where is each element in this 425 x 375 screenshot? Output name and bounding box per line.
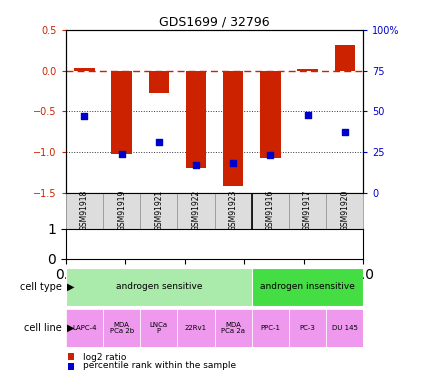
Text: ▶: ▶ xyxy=(67,323,74,333)
Bar xyxy=(66,193,103,228)
Text: MDA
PCa 2b: MDA PCa 2b xyxy=(110,322,134,334)
Bar xyxy=(103,309,140,347)
Bar xyxy=(252,193,289,228)
Text: LAPC-4: LAPC-4 xyxy=(72,325,97,331)
Point xyxy=(156,139,162,145)
Bar xyxy=(66,309,103,347)
Title: GDS1699 / 32796: GDS1699 / 32796 xyxy=(159,16,270,29)
Point xyxy=(267,152,274,158)
Bar xyxy=(111,70,132,154)
Text: 22Rv1: 22Rv1 xyxy=(185,325,207,331)
Text: PC-3: PC-3 xyxy=(300,325,315,331)
Bar xyxy=(186,70,206,168)
Bar xyxy=(140,309,178,347)
Text: GSM91922: GSM91922 xyxy=(192,190,201,231)
Text: GSM91916: GSM91916 xyxy=(266,190,275,231)
Text: ▶: ▶ xyxy=(67,282,74,292)
Text: cell line: cell line xyxy=(24,323,62,333)
Text: cell type: cell type xyxy=(20,282,62,292)
Bar xyxy=(215,193,252,228)
Point xyxy=(81,113,88,119)
Bar xyxy=(178,309,215,347)
Point xyxy=(193,162,199,168)
Bar xyxy=(149,70,169,93)
Text: GSM91919: GSM91919 xyxy=(117,190,126,231)
Point xyxy=(341,129,348,135)
Bar xyxy=(74,68,95,70)
Bar xyxy=(289,309,326,347)
Bar xyxy=(252,268,363,306)
Text: androgen insensitive: androgen insensitive xyxy=(260,282,355,291)
Bar xyxy=(66,268,252,306)
Text: GSM91920: GSM91920 xyxy=(340,190,349,231)
Bar xyxy=(223,70,244,186)
Bar xyxy=(289,193,326,228)
Text: DU 145: DU 145 xyxy=(332,325,358,331)
Bar xyxy=(326,309,363,347)
Bar xyxy=(252,309,289,347)
Text: MDA
PCa 2a: MDA PCa 2a xyxy=(221,322,245,334)
Text: GSM91917: GSM91917 xyxy=(303,190,312,231)
Bar xyxy=(260,70,281,158)
Text: log2 ratio: log2 ratio xyxy=(83,352,126,362)
Text: GSM91918: GSM91918 xyxy=(80,190,89,231)
Bar xyxy=(103,193,140,228)
Text: androgen sensitive: androgen sensitive xyxy=(116,282,202,291)
Text: LNCa
P: LNCa P xyxy=(150,322,168,334)
Bar xyxy=(326,193,363,228)
Point xyxy=(230,160,237,166)
Bar xyxy=(140,193,178,228)
Point xyxy=(304,111,311,117)
Bar xyxy=(68,363,74,370)
Text: percentile rank within the sample: percentile rank within the sample xyxy=(83,361,236,370)
Point xyxy=(118,150,125,156)
Bar xyxy=(215,309,252,347)
Bar xyxy=(68,352,74,360)
Bar xyxy=(298,69,318,70)
Text: PPC-1: PPC-1 xyxy=(261,325,280,331)
Text: GSM91923: GSM91923 xyxy=(229,190,238,231)
Bar xyxy=(334,45,355,70)
Text: GSM91921: GSM91921 xyxy=(154,190,163,231)
Bar xyxy=(178,193,215,228)
